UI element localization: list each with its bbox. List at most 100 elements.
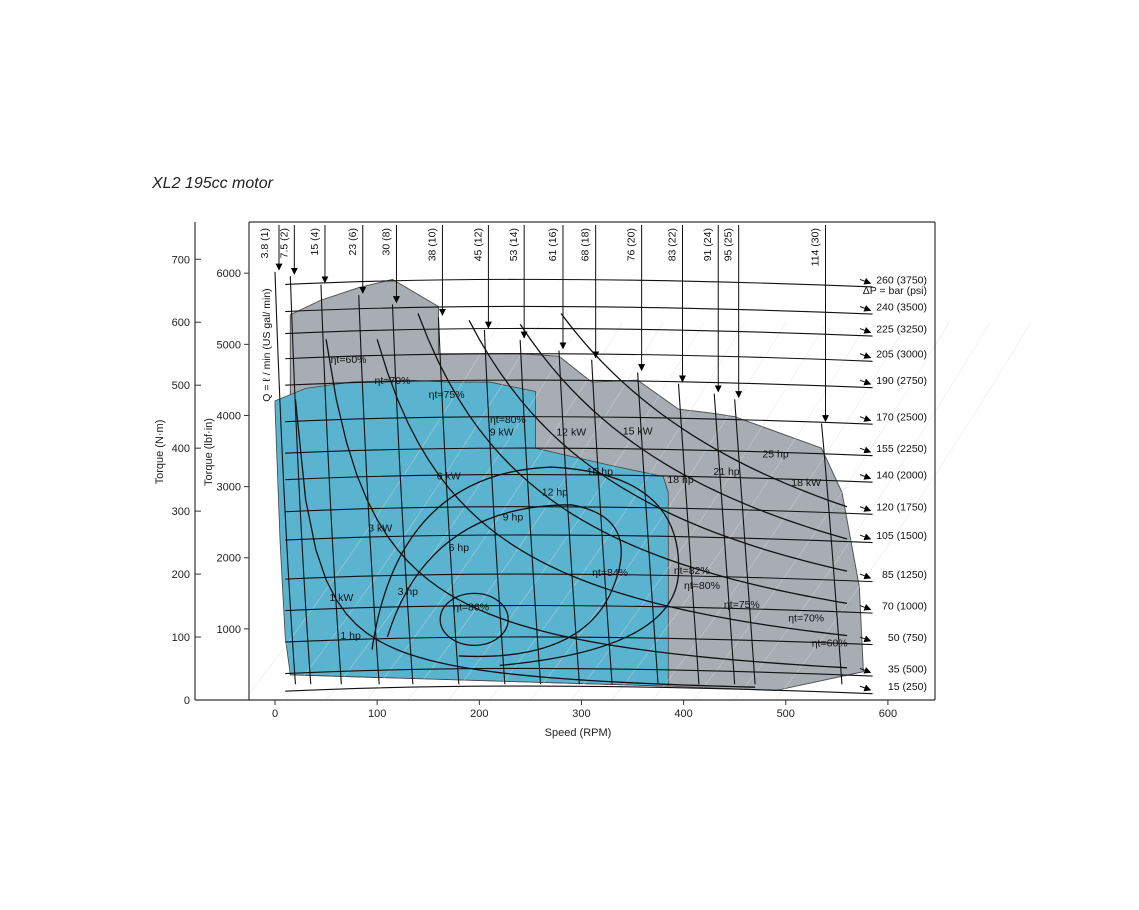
- pressure-arrow: [859, 667, 872, 674]
- pressure-label: 70 (1000): [882, 601, 927, 613]
- efficiency-label: ηt=60%: [331, 354, 367, 366]
- y-tick-label-nm: 700: [172, 254, 190, 266]
- pressure-label: 85 (1250): [882, 569, 927, 581]
- efficiency-contour: [439, 592, 509, 647]
- power-label: 6 hp: [449, 542, 470, 554]
- flow-curve: [320, 284, 342, 685]
- x-tick-label: 200: [470, 708, 488, 720]
- efficiency-label: ηt=84%: [592, 567, 628, 579]
- efficiency-label: ηt=75%: [724, 599, 760, 611]
- power-label: 12 kW: [556, 427, 586, 439]
- power-label: 9 kW: [490, 427, 514, 439]
- pressure-arrow: [859, 572, 872, 580]
- y-tick-label-lbfin: 4000: [217, 410, 241, 422]
- y-tick-label-lbfin: 5000: [217, 339, 241, 351]
- x-tick-label: 600: [879, 708, 897, 720]
- flow-curve: [713, 393, 736, 685]
- chart-title: XL2 195cc motor: [152, 175, 273, 192]
- flow-curve: [820, 423, 843, 685]
- power-label: 12 hp: [542, 486, 568, 498]
- power-label: 15 kW: [623, 425, 653, 437]
- flow-curve: [483, 329, 506, 685]
- power-label: 9 hp: [503, 512, 524, 524]
- pressure-arrow: [859, 635, 872, 643]
- efficiency-label: ηt=75%: [429, 389, 465, 401]
- x-tick-label: 0: [272, 708, 278, 720]
- pressure-arrow: [859, 352, 872, 359]
- guide-line: [366, 322, 623, 701]
- guide-line: [325, 322, 582, 701]
- flow-curve: [391, 304, 414, 685]
- flow-label: 68 (18): [580, 228, 592, 261]
- power-curve: [417, 313, 848, 605]
- power-label: 1 hp: [340, 630, 361, 642]
- pressure-curve: [285, 379, 873, 389]
- pressure-arrow: [859, 327, 872, 334]
- pressure-label: 140 (2000): [876, 470, 927, 482]
- power-curve: [560, 313, 848, 508]
- pressure-label: 240 (3500): [876, 302, 927, 314]
- guide-line: [284, 322, 541, 701]
- x-tick-label: 400: [674, 708, 692, 720]
- power-label: 25 hp: [762, 449, 788, 461]
- flow-label: 38 (10): [426, 228, 438, 261]
- guide-line: [693, 322, 950, 701]
- flow-curve: [274, 271, 296, 685]
- pressure-label: 35 (500): [888, 664, 927, 676]
- efficiency-label: ηt=60%: [812, 637, 848, 649]
- guide-line: [652, 322, 909, 701]
- guide-line: [775, 322, 1032, 701]
- efficiency-label: ηt=86%: [453, 602, 489, 614]
- pressure-axis-label: ΔP = bar (psi): [863, 285, 927, 297]
- y-tick-label-nm: 500: [172, 380, 190, 392]
- flow-label: 53 (14): [508, 228, 520, 261]
- pressure-arrow: [859, 505, 872, 512]
- pressure-label: 190 (2750): [876, 375, 927, 387]
- pressure-curve: [285, 473, 873, 483]
- y-tick-label-nm: 0: [184, 695, 190, 707]
- pressure-arrow: [859, 533, 872, 541]
- x-tick-label: 300: [572, 708, 590, 720]
- power-label: 15 hp: [587, 466, 613, 478]
- pressure-arrow: [859, 604, 872, 611]
- y-tick-label-lbfin: 6000: [217, 268, 241, 280]
- x-axis-label: Speed (RPM): [545, 727, 612, 739]
- pressure-curve: [285, 636, 873, 646]
- flow-curve: [591, 359, 613, 685]
- y-tick-label-lbfin: 2000: [217, 553, 241, 565]
- pressure-label: 170 (2500): [876, 412, 927, 424]
- pressure-curve: [285, 667, 873, 677]
- flow-label: 30 (8): [380, 228, 392, 255]
- power-curve: [519, 323, 848, 540]
- pressure-curve: [285, 305, 873, 315]
- power-label: 1 kW: [329, 592, 353, 604]
- power-curve: [294, 399, 756, 688]
- flow-curve: [519, 339, 542, 685]
- y-tick-label-nm: 200: [172, 569, 190, 581]
- pressure-label: 15 (250): [888, 681, 927, 693]
- efficiency-label: ηt=70%: [375, 375, 411, 387]
- guide-line: [734, 322, 991, 701]
- efficiency-label: ηt=80%: [684, 580, 720, 592]
- y-tick-label-nm: 400: [172, 443, 190, 455]
- guide-line: [611, 322, 868, 701]
- guide-line: [570, 322, 827, 701]
- power-label: 21 hp: [713, 466, 739, 478]
- efficiency-label: ηt=82%: [674, 565, 710, 577]
- y-axis-label-lbfin: Torque (lbf·in): [203, 418, 215, 486]
- power-label: 3 hp: [398, 586, 419, 598]
- pressure-arrow: [859, 684, 872, 692]
- power-label: 6 kW: [437, 471, 461, 483]
- flow-label: 76 (20): [626, 228, 638, 261]
- y-tick-label-lbfin: 1000: [217, 624, 241, 636]
- pressure-curve: [285, 534, 873, 544]
- flow-label: 114 (30): [810, 228, 822, 266]
- pressure-curve: [285, 604, 873, 614]
- flow-axis-label: Q = ℓ / min (US gal/ min): [261, 288, 273, 401]
- pressure-curve: [285, 278, 873, 288]
- pressure-arrow: [859, 304, 872, 312]
- pressure-arrow: [859, 446, 872, 454]
- efficiency-label: ηt=80%: [490, 414, 526, 426]
- pressure-label: 225 (3250): [876, 324, 927, 336]
- y-tick-label-lbfin: 3000: [217, 482, 241, 494]
